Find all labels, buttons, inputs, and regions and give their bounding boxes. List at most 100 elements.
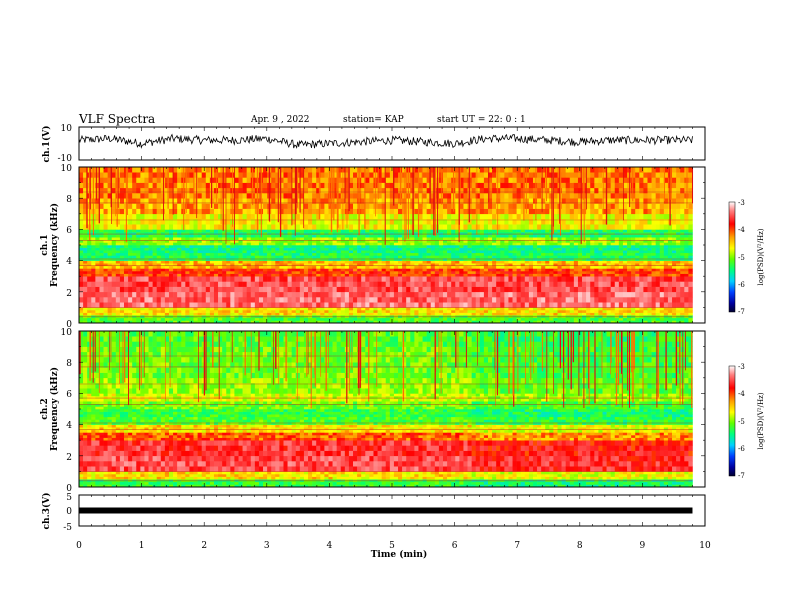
spectrogram-cell	[299, 245, 305, 248]
spectrogram-cell	[271, 265, 276, 269]
spectrogram-cell	[344, 297, 350, 303]
spectrogram-cell	[361, 276, 366, 282]
spectrogram-cell	[213, 237, 219, 241]
spectrogram-cell	[492, 281, 497, 287]
spectrogram-cell	[99, 276, 104, 282]
spectrogram-cell	[504, 242, 509, 246]
spectrogram-cell	[209, 320, 215, 324]
spectrogram-cell	[209, 312, 215, 316]
spectrogram-cell	[430, 198, 436, 204]
spectrogram-cell	[128, 310, 133, 313]
spectrogram-cell	[79, 291, 84, 298]
spectrogram-cell	[553, 302, 558, 308]
spectrogram-cell	[250, 273, 256, 277]
spectrogram-cell	[168, 237, 174, 241]
spectrogram-cell	[324, 310, 329, 313]
spectrogram-cell	[348, 237, 354, 241]
spectrogram-cell	[205, 187, 211, 194]
spectrogram-cell	[422, 320, 427, 324]
spectrogram-cell	[381, 187, 387, 194]
spectrogram-cell	[496, 265, 501, 269]
spectrogram-cell	[295, 312, 301, 316]
spectrogram-cell	[398, 265, 403, 269]
spectrogram-cell	[275, 242, 280, 246]
spectrogram-cell	[438, 182, 444, 189]
spectrogram-cell	[475, 271, 481, 274]
spectrogram-cell	[443, 317, 448, 321]
spectrogram-cell	[402, 247, 407, 251]
spectrogram-cell	[524, 297, 530, 303]
spectrogram-cell	[443, 187, 448, 194]
spectrogram-cell	[422, 252, 427, 256]
spectrogram-cell	[516, 297, 522, 303]
spectrogram-cell	[332, 234, 337, 238]
spectrogram-cell	[115, 281, 121, 287]
spectrogram-cell	[160, 260, 166, 264]
spectrogram-cell	[443, 198, 448, 204]
spectrogram-cell	[528, 229, 534, 233]
spectrogram-cell	[267, 255, 272, 259]
spectrogram-cell	[320, 219, 325, 225]
spectrogram-cell	[283, 167, 288, 173]
spectrogram-cell	[385, 281, 391, 287]
spectrogram-cell	[193, 252, 198, 256]
spectrogram-cell	[95, 297, 100, 303]
spectrogram-cell	[520, 224, 526, 230]
spectrogram-cell	[447, 182, 452, 189]
spectrogram-cell	[136, 239, 141, 243]
spectrogram-cell	[357, 247, 362, 251]
spectrogram-cell	[524, 239, 530, 243]
spectrogram-cell	[389, 286, 395, 293]
spectrogram-cell	[107, 219, 113, 225]
spectrogram-cell	[434, 265, 440, 269]
spectrogram-cell	[561, 271, 566, 274]
spectrogram-cell	[144, 203, 149, 209]
spectrogram-cell	[87, 286, 92, 293]
spectrogram-cell	[250, 302, 256, 308]
spectrogram-cell	[168, 172, 174, 178]
spectrogram-cell	[365, 203, 370, 209]
spectrogram-cell	[287, 276, 292, 282]
spectrogram-cell	[168, 260, 174, 264]
spectrogram-cell	[291, 239, 297, 243]
spectrogram-cell	[119, 310, 125, 313]
spectrogram-cell	[103, 265, 108, 269]
spectrogram-cell	[365, 224, 370, 230]
spectrogram-cell	[160, 172, 166, 178]
spectrogram-cell	[123, 263, 129, 267]
spectrogram-cell	[263, 302, 268, 308]
spectrogram-cell	[254, 291, 260, 298]
spectrogram-cell	[246, 187, 252, 194]
spectrogram-cell	[320, 229, 325, 233]
spectrogram-cell	[213, 320, 219, 324]
spectrogram-cell	[115, 312, 121, 316]
spectrogram-cell	[144, 219, 149, 225]
spectrogram-cell	[185, 271, 190, 274]
spectrogram-cell	[156, 252, 162, 256]
spectrogram-cell	[148, 312, 153, 316]
spectrogram-cell	[250, 213, 256, 220]
spectrogram-cell	[516, 258, 522, 261]
spectrogram-cell	[561, 307, 566, 311]
spectrogram-cell	[173, 271, 178, 274]
spectrogram-cell	[414, 198, 419, 204]
spectrogram-cell	[177, 229, 182, 233]
spectrogram-cell	[246, 172, 252, 178]
spectrogram-cell	[414, 271, 419, 274]
spectrogram-cell	[111, 208, 117, 215]
spectrogram-cell	[487, 320, 493, 324]
spectrogram-cell	[303, 302, 309, 308]
spectrogram-cell	[271, 177, 276, 183]
spectrogram-cell	[275, 260, 280, 264]
spectrogram-cell	[475, 242, 481, 246]
spectrogram-cell	[95, 229, 100, 233]
spectrogram-cell	[308, 302, 313, 308]
spectrogram-cell	[132, 203, 137, 209]
spectrogram-cell	[532, 302, 538, 308]
spectrogram-cell	[402, 232, 407, 235]
spectrogram-cell	[426, 252, 432, 256]
spectrogram-cell	[193, 273, 198, 277]
spectrogram-cell	[246, 317, 252, 321]
spectrogram-cell	[357, 265, 362, 269]
spectrogram-cell	[189, 208, 194, 215]
